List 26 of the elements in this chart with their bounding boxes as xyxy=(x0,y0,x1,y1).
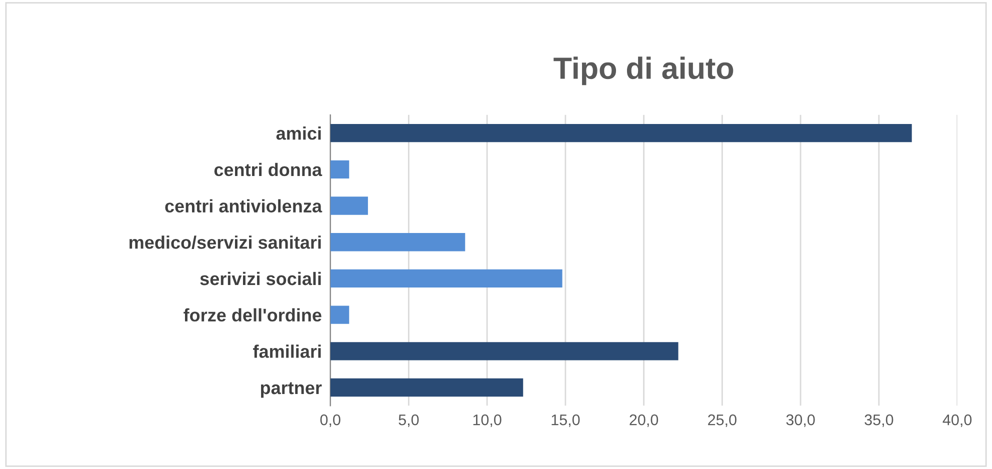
bar xyxy=(330,306,350,324)
x-tick-label: 0,0 xyxy=(320,414,340,428)
y-tick-label: forze dell'ordine xyxy=(184,308,322,322)
bar xyxy=(330,233,466,252)
chart-title: Tipo di aiuto xyxy=(554,56,734,86)
x-tick-label: 15,0 xyxy=(552,414,580,428)
y-tick-label: serivizi sociali xyxy=(200,272,321,286)
x-tick-label: 10,0 xyxy=(473,414,502,428)
y-tick-label: familiari xyxy=(253,344,321,358)
bar xyxy=(330,342,678,360)
x-tick-label: 25,0 xyxy=(708,414,736,428)
bar xyxy=(330,269,562,288)
bar xyxy=(330,124,912,142)
y-tick-label: amici xyxy=(276,126,321,140)
y-tick-label: partner xyxy=(260,382,322,398)
x-tick-label: 5,0 xyxy=(398,414,419,428)
y-tick-label: centri antiviolenza xyxy=(165,199,322,212)
x-tick-label: 40,0 xyxy=(942,414,972,428)
x-tick-label: 20,0 xyxy=(630,414,658,428)
bar xyxy=(330,378,524,397)
bar xyxy=(330,196,368,215)
x-tick-label: 35,0 xyxy=(864,414,894,428)
bar xyxy=(330,160,350,179)
y-tick-label: medico/servizi sanitari xyxy=(130,236,321,250)
x-tick-label: 30,0 xyxy=(786,414,815,428)
y-tick-label: centri donna xyxy=(214,162,322,176)
